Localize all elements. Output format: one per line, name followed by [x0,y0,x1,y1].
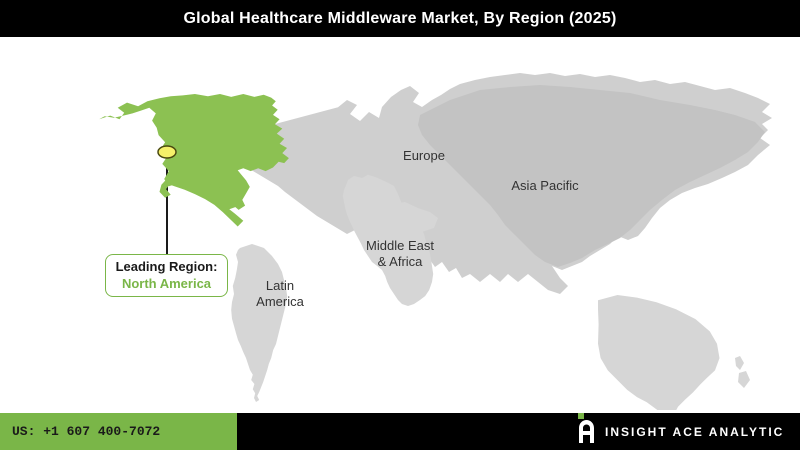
svg-text:America: America [256,294,304,309]
svg-text:Europe: Europe [403,148,445,163]
svg-text:& Africa: & Africa [378,254,424,269]
svg-text:Latin: Latin [266,278,294,293]
svg-text:Asia Pacific: Asia Pacific [511,178,579,193]
svg-text:Middle East: Middle East [366,238,434,253]
